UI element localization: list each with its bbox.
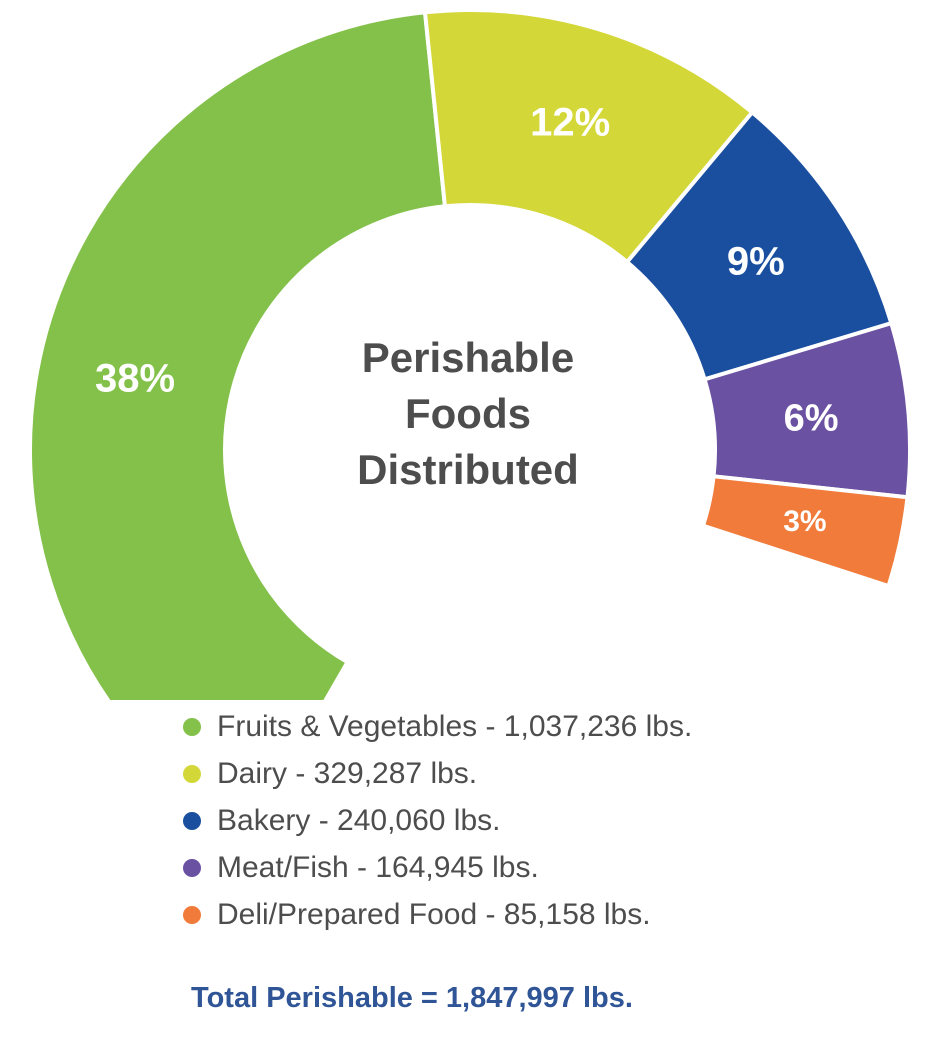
legend-item-dairy: Dairy - 329,287 lbs. — [183, 750, 692, 797]
legend-label-bakery: Bakery - 240,060 lbs. — [217, 803, 501, 837]
chart-title-line-1: Perishable — [361, 334, 575, 381]
slice-fruits-vegetables — [28, 10, 448, 700]
legend-item-fruits-vegetables: Fruits & Vegetables - 1,037,236 lbs. — [183, 703, 692, 750]
total-perishable-label: Total Perishable = 1,847,997 lbs. — [191, 982, 633, 1014]
legend-item-bakery: Bakery - 240,060 lbs. — [183, 797, 692, 844]
percent-label-fruits-vegetables: 38% — [95, 356, 175, 400]
chart-title: Perishable Foods Distributed — [318, 330, 618, 498]
legend-item-meat-fish: Meat/Fish - 164,945 lbs. — [183, 844, 692, 891]
legend-swatch-dairy — [183, 764, 201, 783]
percent-label-bakery: 9% — [727, 239, 785, 283]
percent-label-meat-fish: 6% — [784, 397, 839, 439]
slice-deli-prepared — [700, 474, 910, 589]
legend-label-meat-fish: Meat/Fish - 164,945 lbs. — [217, 850, 539, 884]
chart-title-line-3: Distributed — [357, 446, 579, 493]
legend-swatch-bakery — [183, 811, 201, 830]
percent-label-dairy: 12% — [530, 100, 610, 144]
legend-label-fruits-vegetables: Fruits & Vegetables - 1,037,236 lbs. — [217, 709, 693, 743]
percent-label-deli-prepared: 3% — [783, 505, 826, 538]
legend-label-deli-prepared: Deli/Prepared Food - 85,158 lbs. — [217, 897, 651, 931]
legend-swatch-fruits-vegetables — [183, 717, 201, 736]
legend-swatch-deli-prepared — [183, 905, 201, 924]
chart-title-line-2: Foods — [405, 390, 531, 437]
legend-swatch-meat-fish — [183, 858, 201, 877]
legend: Fruits & Vegetables - 1,037,236 lbs. Dai… — [183, 703, 692, 938]
legend-label-dairy: Dairy - 329,287 lbs. — [217, 756, 478, 790]
legend-item-deli-prepared: Deli/Prepared Food - 85,158 lbs. — [183, 891, 692, 938]
slice-dairy — [422, 8, 755, 265]
donut-chart: 38% 12% 9% 6% 3% — [28, 8, 912, 700]
